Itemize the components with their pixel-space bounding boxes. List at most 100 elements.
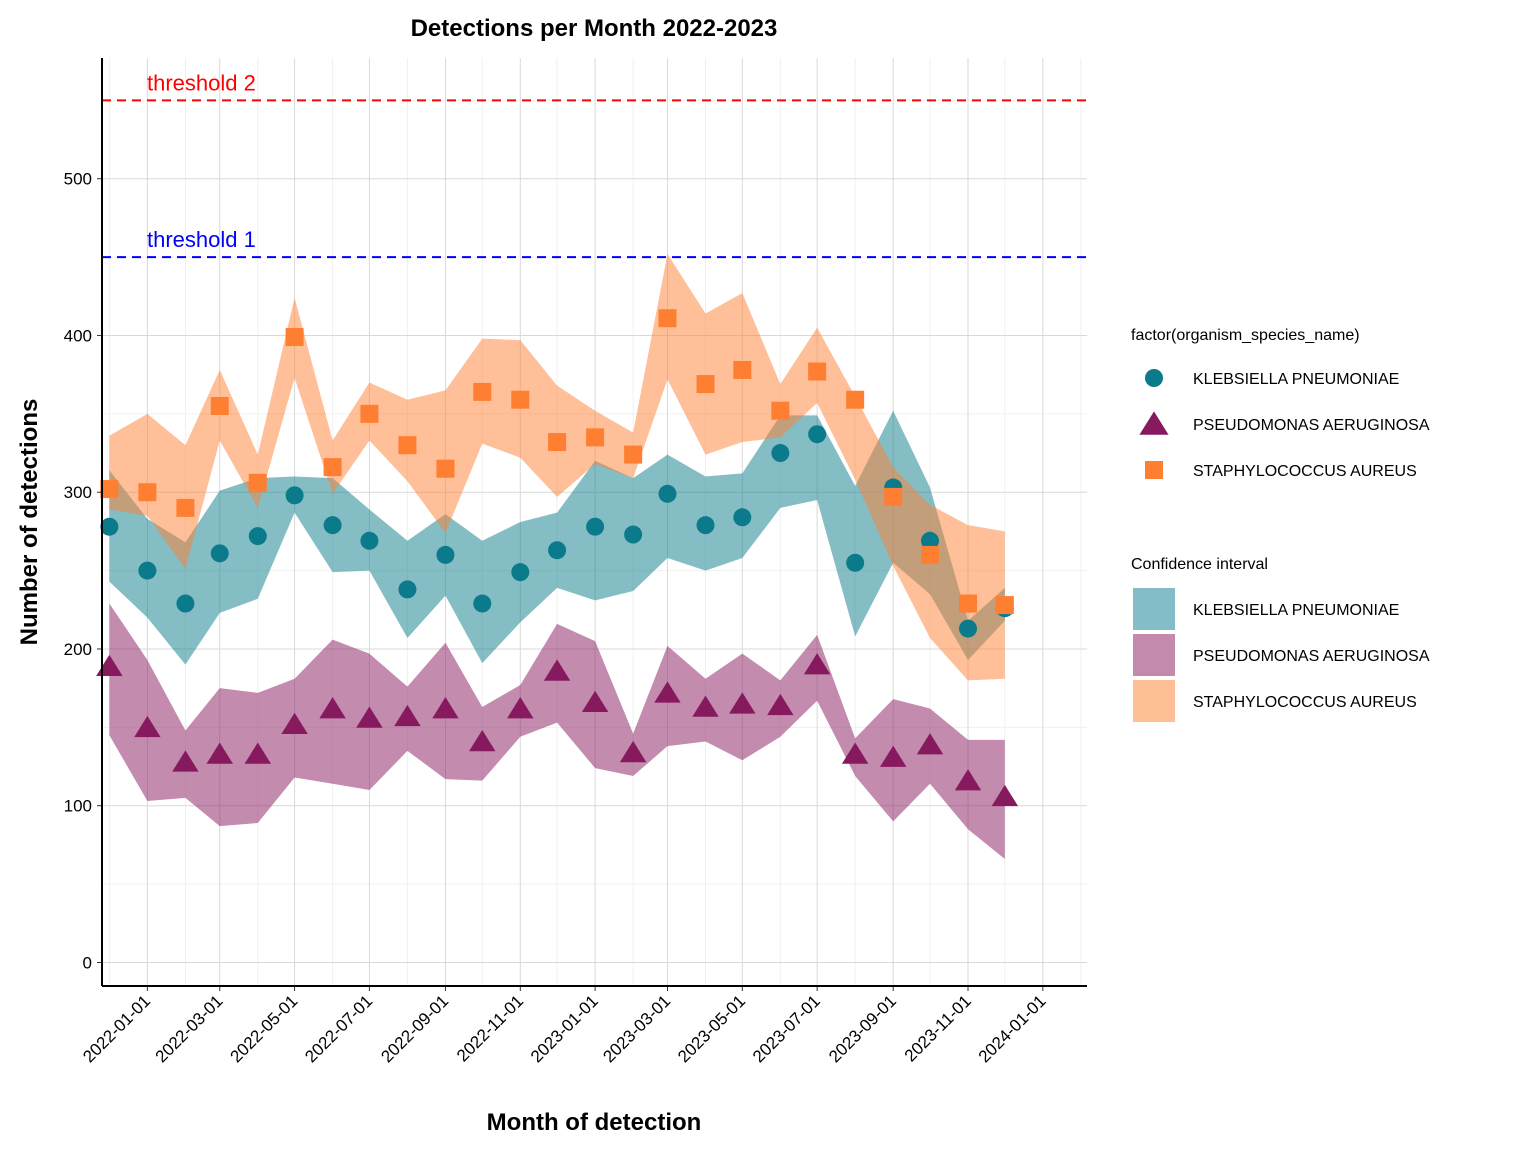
data-point	[586, 517, 605, 536]
data-point	[586, 428, 605, 447]
legend-label: STAPHYLOCOCCUS AUREUS	[1193, 463, 1417, 480]
data-point	[100, 517, 119, 536]
data-point	[281, 712, 308, 734]
data-point	[398, 580, 417, 599]
data-point	[511, 563, 530, 582]
data-point	[729, 692, 756, 714]
data-point	[511, 390, 530, 409]
data-point	[991, 784, 1019, 807]
data-point	[323, 458, 342, 477]
x-tick-label: 2023-11-01	[901, 991, 975, 1065]
ci-legend-label: STAPHYLOCOCCUS AUREUS	[1193, 694, 1417, 711]
x-tick-label: 2022-05-01	[226, 991, 301, 1066]
threshold-label: threshold 2	[147, 70, 256, 95]
data-point	[138, 483, 157, 502]
legend-label: PSEUDOMONAS AERUGINOSA	[1193, 417, 1430, 434]
data-point	[436, 545, 455, 564]
data-point	[248, 527, 267, 546]
data-point	[920, 545, 939, 564]
data-point	[581, 690, 609, 713]
data-point	[808, 362, 827, 381]
data-point	[356, 706, 383, 728]
data-point	[176, 498, 195, 517]
threshold-label: threshold 1	[147, 227, 256, 252]
points-legend-title: factor(organism_species_name)	[1131, 327, 1360, 344]
square-legend-key	[1145, 461, 1163, 479]
data-point	[210, 544, 229, 563]
x-tick-label: 2022-07-01	[301, 991, 376, 1066]
ci-legend-swatch	[1133, 634, 1175, 676]
ci-legend-swatch	[1133, 588, 1175, 630]
data-point	[846, 390, 865, 409]
data-point	[285, 486, 304, 505]
data-point	[285, 328, 304, 347]
threshold-lines: threshold 1 threshold 2	[102, 70, 1087, 259]
data-point	[959, 619, 978, 638]
data-point	[916, 733, 944, 755]
data-point	[696, 375, 715, 394]
data-point	[696, 516, 715, 535]
data-point	[733, 360, 752, 379]
x-tick-label: 2023-05-01	[674, 991, 749, 1066]
ci-band-pseudomonas-aeruginosa	[109, 603, 1005, 860]
data-point	[808, 425, 827, 444]
data-point	[619, 740, 647, 763]
x-tick-label: 2022-01-01	[79, 991, 154, 1066]
data-point	[841, 742, 869, 764]
ci-legend-label: PSEUDOMONAS AERUGINOSA	[1193, 648, 1430, 665]
ci-band-klebsiella-pneumoniae	[109, 410, 1005, 665]
data-point	[884, 487, 903, 506]
data-point	[654, 681, 681, 703]
data-point	[436, 459, 455, 478]
data-point	[138, 561, 157, 580]
data-point	[954, 769, 982, 791]
data-point	[658, 309, 677, 328]
ci-band-staphylococcus-aureus	[109, 253, 1005, 681]
data-point	[398, 436, 417, 455]
data-point	[543, 659, 571, 681]
ci-legend-label: KLEBSIELLA PNEUMONIAE	[1193, 602, 1399, 619]
y-tick-label: 100	[64, 797, 92, 816]
x-tick-label: 2023-07-01	[749, 991, 824, 1066]
y-tick-label: 300	[64, 483, 92, 502]
data-point	[100, 480, 119, 499]
x-tick-label: 2022-03-01	[152, 991, 227, 1066]
data-point	[624, 525, 643, 544]
data-point	[319, 697, 346, 719]
y-tick-label: 200	[64, 640, 92, 659]
data-point	[995, 596, 1014, 615]
data-point	[548, 541, 567, 560]
data-point	[134, 715, 161, 738]
data-points	[96, 309, 1019, 807]
data-point	[507, 697, 534, 719]
data-point	[846, 553, 865, 572]
data-point	[879, 745, 907, 767]
data-point	[473, 382, 492, 401]
x-tick-label: 2022-09-01	[377, 991, 452, 1066]
data-point	[733, 508, 752, 527]
x-tick-label: 2024-01-01	[975, 991, 1050, 1066]
y-tick-label: 400	[64, 326, 92, 345]
data-point	[624, 445, 643, 464]
y-axis-label: Number of detections	[16, 399, 43, 646]
data-point	[771, 401, 790, 420]
data-point	[176, 594, 195, 613]
data-point	[206, 742, 233, 764]
data-point	[767, 693, 794, 716]
data-point	[432, 697, 459, 719]
x-tick-label: 2023-01-01	[527, 991, 602, 1066]
data-point	[548, 433, 567, 452]
data-point	[803, 653, 831, 675]
y-tick-label: 500	[64, 170, 92, 189]
x-tick-label: 2022-11-01	[453, 991, 527, 1065]
data-point	[244, 742, 272, 764]
triangle-legend-key	[1139, 411, 1169, 435]
data-point	[959, 594, 978, 613]
data-point	[469, 729, 496, 752]
data-point	[323, 516, 342, 535]
x-tick-label: 2023-03-01	[599, 991, 674, 1066]
x-tick-label: 2023-09-01	[825, 991, 900, 1066]
ci-legend-swatch	[1133, 680, 1175, 722]
data-point	[360, 531, 379, 550]
